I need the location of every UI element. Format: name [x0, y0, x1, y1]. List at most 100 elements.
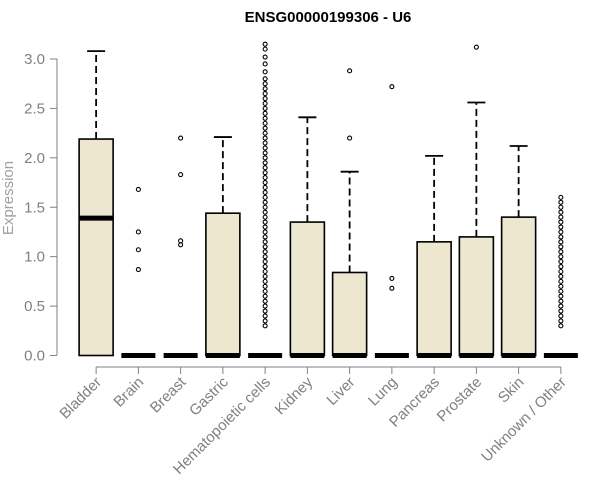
x-tick-label: Bladder	[56, 374, 105, 423]
outlier-point	[558, 288, 564, 294]
outlier-point	[262, 219, 268, 225]
outlier-point	[262, 110, 268, 116]
box-group	[458, 44, 495, 358]
outlier-point	[262, 100, 268, 107]
outlier-point	[558, 194, 564, 200]
y-axis-title: Expression	[0, 161, 17, 235]
outlier-point	[389, 84, 395, 90]
outlier-point	[262, 229, 268, 235]
outlier-point	[262, 308, 268, 314]
outlier-point	[178, 135, 184, 141]
outlier-point	[135, 229, 141, 235]
outlier-point	[262, 125, 268, 131]
outlier-point	[262, 105, 268, 111]
outlier-point	[262, 273, 268, 279]
outlier-point	[262, 91, 268, 97]
outlier-point	[262, 189, 268, 195]
outlier-point	[262, 254, 268, 260]
box-group	[543, 194, 578, 358]
outlier-point	[558, 259, 564, 265]
outlier-point	[262, 268, 268, 275]
outlier-point	[262, 41, 268, 47]
box-group	[374, 84, 409, 358]
box-group	[78, 50, 114, 357]
outlier-point	[262, 318, 268, 324]
outlier-point	[558, 254, 564, 260]
outlier-point	[389, 285, 395, 291]
outlier-point	[135, 266, 141, 273]
outlier-point	[262, 204, 268, 210]
outlier-point	[262, 179, 268, 186]
outlier-point	[558, 263, 564, 270]
outlier-point	[135, 247, 141, 253]
outlier-point	[262, 86, 268, 92]
outlier-point	[262, 234, 268, 240]
outlier-point	[262, 150, 268, 156]
box	[458, 236, 495, 357]
outlier-point	[389, 275, 395, 281]
outlier-point	[262, 170, 268, 176]
outlier-point	[262, 184, 268, 191]
outlier-point	[558, 214, 564, 220]
outlier-point	[262, 214, 268, 220]
box	[289, 221, 326, 357]
x-tick-label: Brain	[110, 374, 147, 411]
x-tick-label: Prostate	[434, 374, 486, 426]
outlier-point	[558, 308, 564, 314]
outlier-point	[262, 115, 268, 121]
outlier-point	[262, 303, 268, 309]
outlier-point	[262, 313, 268, 319]
outlier-point	[262, 175, 268, 181]
outlier-point	[262, 120, 268, 126]
outlier-point	[558, 298, 564, 304]
outlier-point	[558, 313, 564, 319]
outlier-point	[262, 140, 268, 146]
box-group	[416, 154, 452, 358]
y-tick-label: 0.0	[24, 348, 45, 365]
outlier-point	[558, 293, 564, 299]
outlier-point	[262, 199, 268, 205]
outlier-point	[473, 44, 479, 50]
outlier-point	[558, 249, 564, 255]
outlier-point	[262, 54, 268, 60]
x-tick-label: Skin	[495, 374, 528, 407]
outlier-point	[135, 186, 141, 193]
outlier-point	[262, 155, 268, 161]
outlier-point	[262, 69, 268, 75]
outlier-point	[558, 283, 564, 289]
outlier-point	[262, 165, 268, 171]
box	[416, 241, 452, 357]
outlier-point	[262, 263, 268, 270]
box	[205, 212, 241, 357]
outlier-point	[558, 199, 564, 205]
outlier-point	[262, 46, 268, 52]
outlier-point	[558, 278, 564, 284]
outlier-point	[558, 323, 564, 329]
outlier-point	[178, 242, 184, 248]
outlier-point	[558, 244, 564, 250]
outlier-point	[558, 229, 564, 235]
x-tick-label: Breast	[147, 373, 190, 416]
outlier-point	[558, 204, 564, 210]
outlier-point	[558, 234, 564, 240]
outlier-point	[262, 298, 268, 304]
y-tick-label: 0.5	[24, 298, 45, 315]
outlier-point	[262, 259, 268, 265]
outlier-point	[262, 135, 268, 141]
outlier-point	[347, 68, 353, 74]
outlier-point	[558, 239, 564, 245]
box-group	[500, 145, 537, 358]
outlier-point	[262, 130, 268, 136]
box	[78, 138, 114, 357]
chart-title: ENSG00000199306 - U6	[245, 9, 412, 26]
outlier-point	[262, 288, 268, 294]
outlier-point	[558, 318, 564, 324]
y-tick-label: 1.0	[24, 249, 45, 266]
outlier-point	[558, 273, 564, 279]
y-axis: 0.0 0.5 1.0 1.5 2.0 2.5 3.0	[24, 51, 58, 365]
x-tick-label: Liver	[323, 374, 358, 409]
outlier-point	[558, 224, 564, 230]
box-group	[248, 41, 283, 358]
